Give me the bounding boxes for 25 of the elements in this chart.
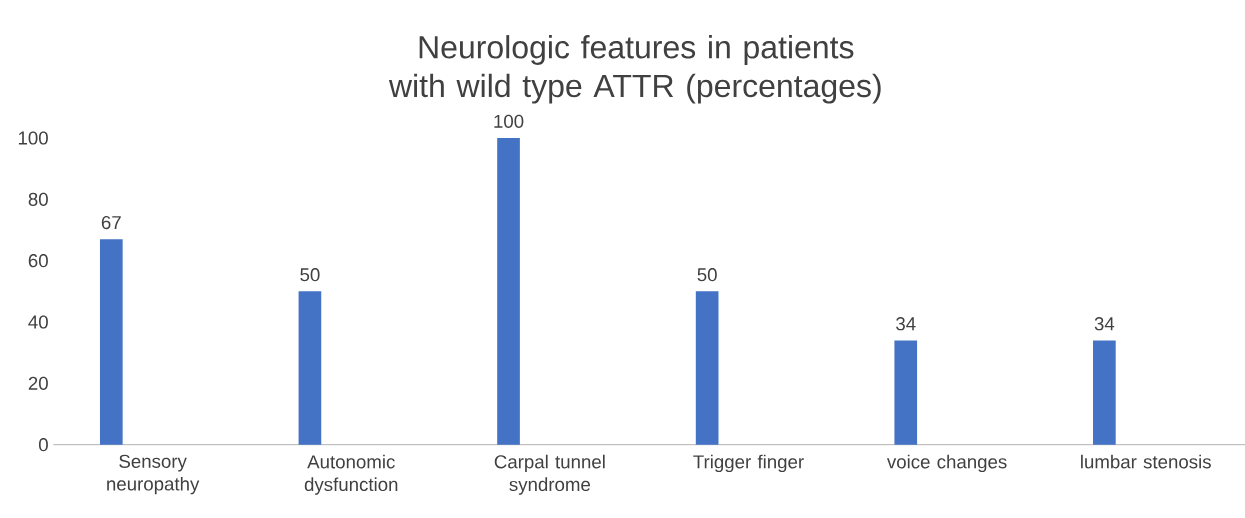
data-label: 67 xyxy=(101,215,121,230)
data-label: 50 xyxy=(300,268,320,282)
x-tick-label: voice changes xyxy=(886,454,1007,473)
y-tick-label: 0 xyxy=(38,438,48,452)
bar xyxy=(695,291,719,445)
data-label: 34 xyxy=(1094,317,1115,331)
y-tick-label: 80 xyxy=(28,192,48,206)
chart-title: Neurologic features in patients with wild type ATTR (percentages) xyxy=(388,35,881,104)
y-tick-label: 20 xyxy=(28,376,48,390)
x-tick-label: Carpal tunnel syndrome xyxy=(494,454,605,495)
bar xyxy=(497,138,520,445)
x-tick-label: Autonomic dysfunction xyxy=(304,454,398,495)
x-tick-label: lumbar stenosis xyxy=(1081,454,1211,469)
data-label: 50 xyxy=(697,268,717,282)
y-tick-label: 40 xyxy=(28,315,48,329)
bar xyxy=(1093,340,1116,445)
bar xyxy=(894,340,918,445)
y-tick-label: 60 xyxy=(28,254,48,268)
x-tick-label: Trigger finger xyxy=(693,454,804,473)
y-tick-label: 100 xyxy=(18,131,48,145)
x-tick-label: Sensory neuropathy xyxy=(107,454,200,495)
data-label: 34 xyxy=(896,317,916,331)
data-label: 100 xyxy=(494,114,524,128)
bar xyxy=(298,291,322,445)
bar xyxy=(99,239,123,445)
